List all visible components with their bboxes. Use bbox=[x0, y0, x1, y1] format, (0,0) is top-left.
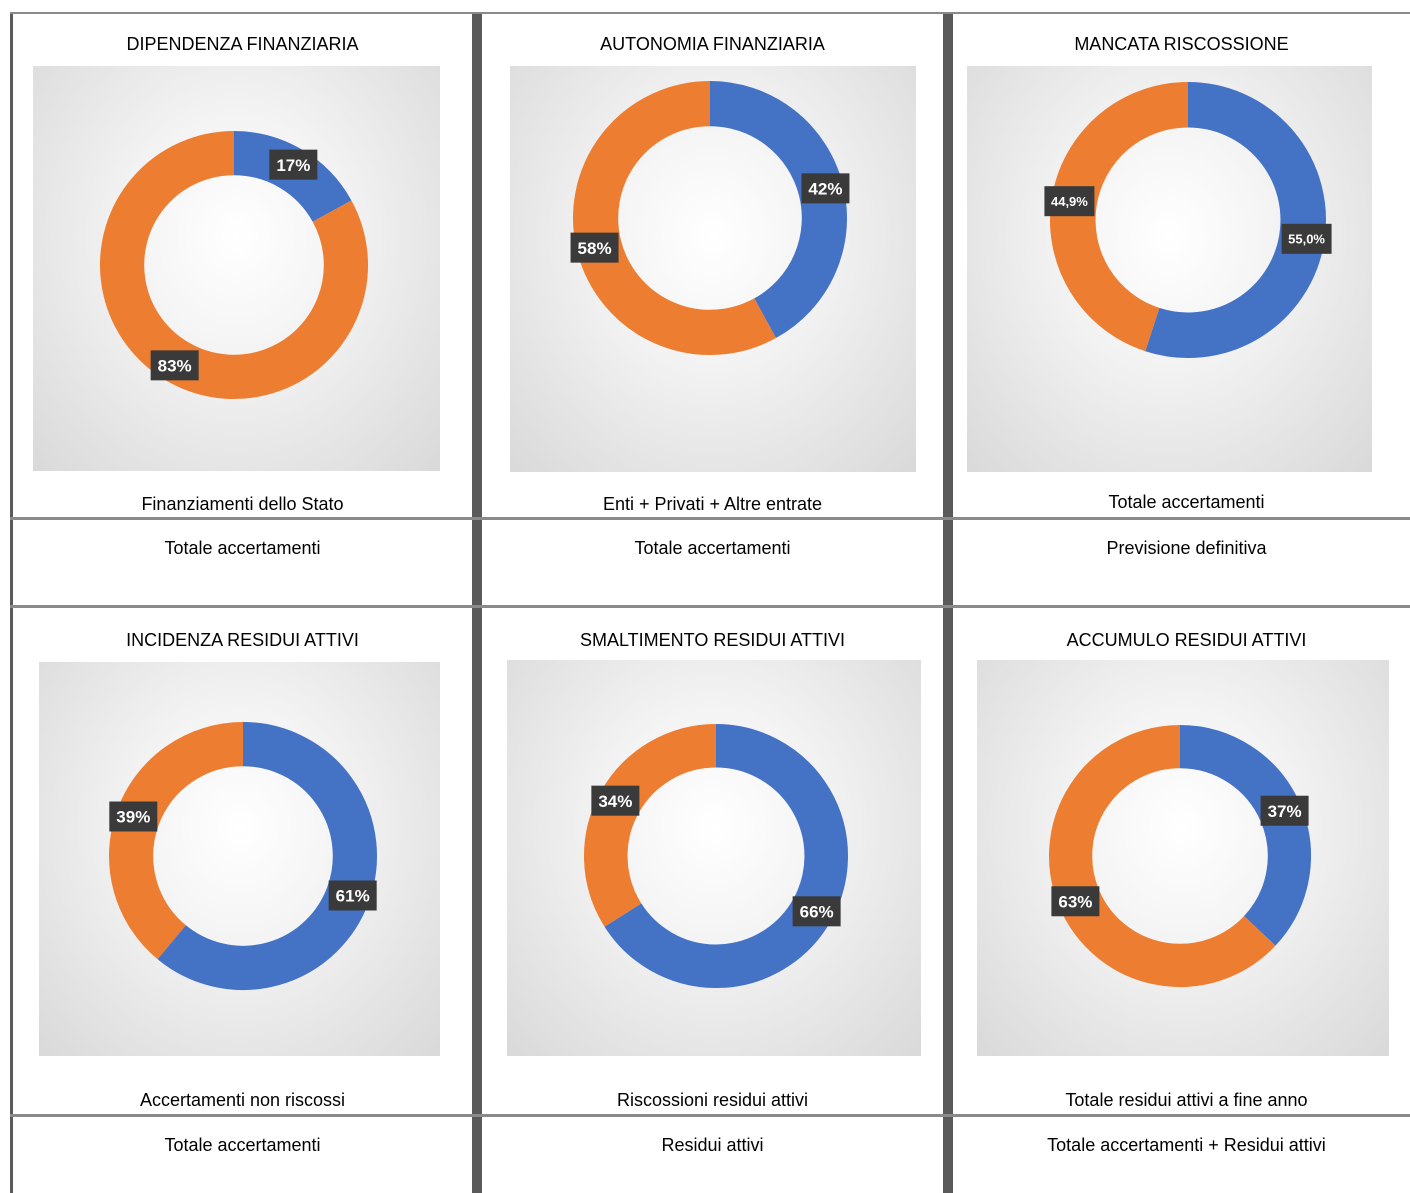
chart-title: DIPENDENZA FINANZIARIA bbox=[126, 34, 359, 54]
table-border-left bbox=[10, 12, 13, 1193]
data-label: 37% bbox=[1268, 802, 1302, 821]
denominator-label: Residui attivi bbox=[661, 1135, 764, 1155]
data-label-box bbox=[1051, 886, 1100, 917]
data-label: 42% bbox=[808, 179, 842, 198]
data-label-box bbox=[1281, 223, 1332, 254]
chart-title: SMALTIMENTO RESIDUI ATTIVI bbox=[579, 630, 846, 650]
denominator-label: Totale accertamenti bbox=[634, 538, 791, 558]
chart-title: MANCATA RISCOSSIONE bbox=[1074, 34, 1289, 54]
donut-chart: 17% 83% bbox=[33, 66, 440, 471]
donut-segment bbox=[1050, 82, 1189, 352]
chart-title: AUTONOMIA FINANZIARIA bbox=[600, 34, 825, 54]
data-label: 39% bbox=[116, 808, 150, 827]
donut-svg: 55,0% 44,9% bbox=[1044, 82, 1332, 358]
donut-svg: 66% 34% bbox=[584, 724, 848, 988]
data-label: 61% bbox=[336, 887, 370, 906]
numerator-label: Finanziamenti dello Stato bbox=[141, 494, 344, 514]
data-label-box bbox=[328, 880, 377, 911]
numerator-label: Riscossioni residui attivi bbox=[616, 1090, 809, 1110]
donut-svg: 42% 58% bbox=[570, 81, 850, 355]
donut-svg: 37% 63% bbox=[1049, 725, 1311, 987]
denominator-label: Previsione definitiva bbox=[1106, 538, 1267, 558]
data-label: 66% bbox=[800, 902, 834, 921]
donut-chart: 42% 58% bbox=[510, 66, 916, 472]
donut-svg: 17% 83% bbox=[100, 131, 368, 399]
denominator-label: Totale accertamenti bbox=[164, 1135, 321, 1155]
data-label: 17% bbox=[276, 156, 310, 175]
data-label-box bbox=[591, 785, 640, 816]
donut-segment bbox=[157, 722, 377, 990]
data-label: 58% bbox=[578, 239, 612, 258]
numerator-label: Accertamenti non riscossi bbox=[139, 1090, 346, 1110]
donut-chart: 66% 34% bbox=[507, 660, 921, 1056]
data-label-box bbox=[1044, 186, 1095, 217]
numerator-label: Totale accertamenti bbox=[1108, 492, 1265, 512]
data-label-box bbox=[570, 232, 619, 263]
table-divider-1 bbox=[472, 12, 482, 1193]
chart-title: INCIDENZA RESIDUI ATTIVI bbox=[126, 630, 359, 650]
data-label: 34% bbox=[598, 792, 632, 811]
numerator-label: Totale residui attivi a fine anno bbox=[1065, 1090, 1308, 1110]
donut-segment bbox=[573, 81, 776, 355]
table-border-top bbox=[10, 12, 1410, 14]
donut-segment bbox=[584, 724, 717, 927]
data-label: 83% bbox=[158, 356, 192, 375]
donut-segment bbox=[109, 722, 244, 960]
data-label-box bbox=[792, 896, 841, 927]
donut-segment bbox=[1179, 725, 1311, 946]
row-divider-1b bbox=[10, 605, 1410, 608]
row-divider-2 bbox=[10, 1114, 1410, 1117]
data-label-box bbox=[150, 350, 199, 381]
data-label-box bbox=[109, 801, 158, 832]
donut-segment bbox=[709, 81, 847, 339]
donut-chart: 37% 63% bbox=[977, 660, 1389, 1056]
data-label: 63% bbox=[1058, 892, 1092, 911]
data-label: 44,9% bbox=[1051, 194, 1088, 209]
data-label-box bbox=[269, 149, 318, 180]
data-label: 55,0% bbox=[1288, 231, 1325, 246]
data-label-box bbox=[801, 173, 850, 204]
donut-chart: 61% 39% bbox=[39, 662, 440, 1056]
donut-svg: 61% 39% bbox=[109, 722, 377, 990]
donut-segment bbox=[1145, 82, 1326, 358]
denominator-label: Totale accertamenti + Residui attivi bbox=[1047, 1135, 1326, 1155]
data-label-box bbox=[1260, 795, 1309, 826]
table-divider-2 bbox=[943, 12, 953, 1193]
row-divider-1a bbox=[10, 517, 1410, 520]
chart-title: ACCUMULO RESIDUI ATTIVI bbox=[1066, 630, 1307, 650]
numerator-label: Enti + Privati + Altre entrate bbox=[602, 494, 823, 514]
donut-chart: 55,0% 44,9% bbox=[967, 66, 1372, 472]
denominator-label: Totale accertamenti bbox=[164, 538, 321, 558]
